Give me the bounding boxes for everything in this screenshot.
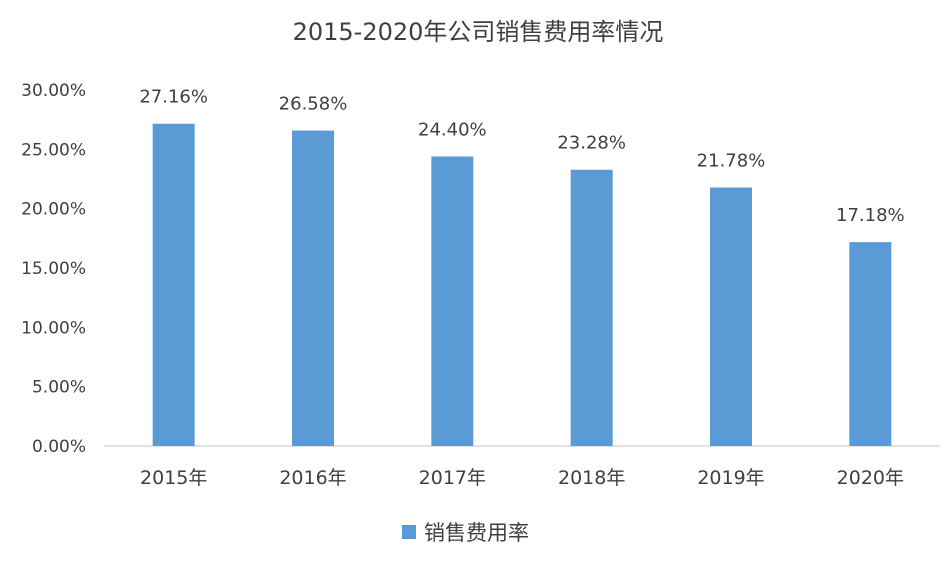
bar — [292, 130, 334, 447]
y-tick-label: 30.00% — [21, 81, 86, 101]
data-label: 23.28% — [557, 133, 626, 154]
y-tick-label: 15.00% — [21, 259, 86, 279]
x-axis: 2015年 2016年 2017年 2018年 2019年 2020年 — [140, 467, 904, 489]
legend: 销售费用率 — [402, 521, 529, 545]
x-tick-label: 2018年 — [558, 467, 625, 489]
bars-group: 27.16% 26.58% 24.40% 23.28% 21.78% 17.18% — [139, 87, 905, 447]
legend-swatch — [402, 525, 416, 539]
y-tick-label: 5.00% — [32, 378, 86, 398]
x-tick-label: 2017年 — [419, 467, 486, 489]
legend-label: 销售费用率 — [424, 521, 529, 545]
chart-title: 2015-2020年公司销售费用率情况 — [293, 18, 664, 46]
data-label: 17.18% — [836, 205, 905, 226]
bar — [152, 123, 195, 447]
bar — [431, 156, 474, 446]
bar — [570, 169, 613, 446]
data-label: 24.40% — [418, 119, 487, 140]
y-tick-label: 10.00% — [21, 318, 86, 338]
x-tick-label: 2020年 — [837, 467, 904, 489]
y-tick-label: 25.00% — [21, 140, 86, 160]
y-tick-label: 20.00% — [21, 200, 86, 220]
y-axis: 0.00% 5.00% 10.00% 15.00% 20.00% 25.00% 30.00% — [21, 81, 86, 457]
x-tick-label: 2019年 — [697, 467, 764, 489]
data-label: 27.16% — [139, 87, 208, 108]
data-label: 21.78% — [697, 151, 766, 172]
data-label: 26.58% — [279, 94, 348, 115]
bar — [849, 242, 892, 446]
x-tick-label: 2016年 — [279, 467, 346, 489]
x-tick-label: 2015年 — [140, 467, 207, 489]
bar — [710, 187, 752, 446]
y-tick-label: 0.00% — [32, 437, 86, 457]
